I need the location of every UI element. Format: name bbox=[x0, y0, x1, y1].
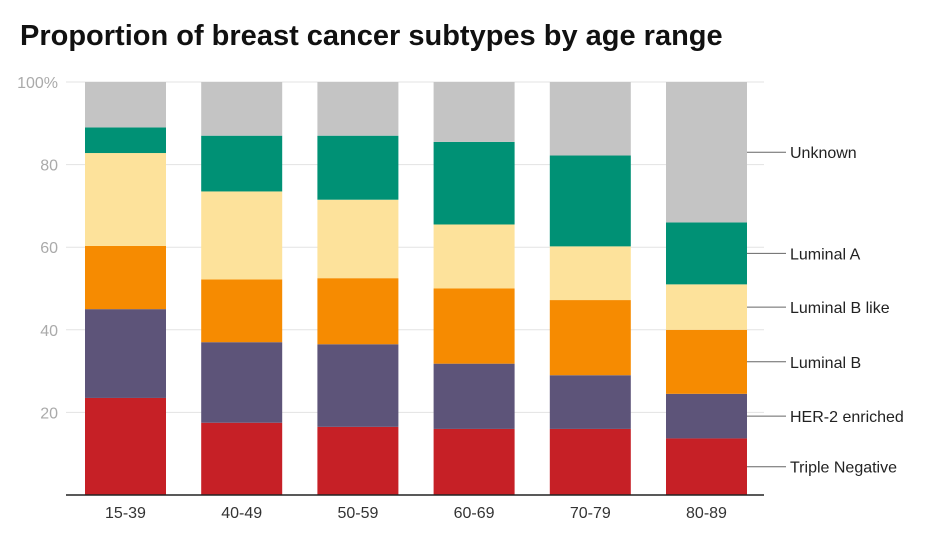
bar-segment-unknown bbox=[85, 82, 166, 128]
bar-segment-triple-negative bbox=[85, 397, 166, 495]
bar-segment-luminal-b-like bbox=[549, 246, 631, 301]
y-tick-label: 80 bbox=[40, 158, 58, 175]
legend: Triple Negative HER-2 enriched Luminal B Lu… bbox=[747, 145, 904, 477]
bar-segment-luminal-b-like bbox=[201, 191, 283, 280]
bar-segment-unknown bbox=[666, 82, 747, 223]
x-tick-label: 40-49 bbox=[221, 505, 262, 522]
bar-segment-luminal-a bbox=[666, 222, 747, 285]
bar-segment-luminal-a bbox=[201, 135, 283, 192]
bar-segment-her-2-enriched bbox=[666, 393, 747, 439]
bar-segment-triple-negative bbox=[201, 422, 283, 495]
bar-segment-luminal-b bbox=[549, 300, 631, 376]
axes: 20 40 60 80 100% 15-39 40-49 50-59 60-69 70-79 80-… bbox=[17, 75, 764, 522]
bar-segments bbox=[85, 82, 747, 495]
bar-segment-luminal-b-like bbox=[317, 199, 399, 279]
bar-segment-luminal-a bbox=[85, 127, 166, 154]
bar-segment-unknown bbox=[433, 82, 515, 142]
bar-segment-her-2-enriched bbox=[317, 344, 399, 427]
gridlines bbox=[66, 81, 764, 413]
y-tick-label: 100% bbox=[17, 75, 58, 92]
bar-segment-triple-negative bbox=[666, 438, 747, 495]
bar-segment-luminal-a bbox=[549, 155, 631, 247]
chart-title: Proportion of breast cancer subtypes by … bbox=[20, 20, 723, 52]
x-tick-label: 15-39 bbox=[105, 505, 146, 522]
bar-segment-her-2-enriched bbox=[201, 342, 283, 423]
y-tick-label: 60 bbox=[40, 240, 58, 257]
bar-segment-triple-negative bbox=[433, 428, 515, 495]
bar-segment-unknown bbox=[201, 82, 283, 136]
bar-segment-luminal-b-like bbox=[85, 153, 166, 246]
bar-segment-unknown bbox=[317, 82, 399, 136]
bar-segment-luminal-b bbox=[201, 279, 283, 343]
legend-label-luminal-b-like: Luminal B like bbox=[790, 300, 890, 317]
y-tick-label: 40 bbox=[40, 323, 58, 340]
x-tick-label: 60-69 bbox=[454, 505, 495, 522]
bar-segment-luminal-b bbox=[317, 278, 399, 345]
bar-segment-luminal-b bbox=[85, 245, 166, 310]
bar-segment-triple-negative bbox=[317, 426, 399, 495]
bar-segment-her-2-enriched bbox=[433, 363, 515, 429]
legend-label-unknown: Unknown bbox=[790, 145, 857, 162]
x-tick-label: 50-59 bbox=[337, 505, 378, 522]
bar-segment-luminal-b bbox=[433, 288, 515, 364]
legend-label-her-2-enriched: HER-2 enriched bbox=[790, 409, 904, 426]
y-tick-label: 20 bbox=[40, 405, 58, 422]
bar-segment-triple-negative bbox=[549, 428, 631, 495]
bar-segment-luminal-a bbox=[317, 135, 399, 200]
legend-label-luminal-a: Luminal A bbox=[790, 246, 861, 263]
x-tick-label: 80-89 bbox=[686, 505, 727, 522]
bar-segment-luminal-b-like bbox=[433, 224, 515, 289]
bar-segment-unknown bbox=[549, 82, 631, 156]
bar-segment-luminal-b-like bbox=[666, 284, 747, 330]
x-tick-label: 70-79 bbox=[570, 505, 611, 522]
bar-segment-her-2-enriched bbox=[549, 375, 631, 429]
bar-segment-luminal-b bbox=[666, 329, 747, 394]
bar-segment-her-2-enriched bbox=[85, 309, 166, 398]
bar-segment-luminal-a bbox=[433, 141, 515, 225]
legend-label-triple-negative: Triple Negative bbox=[790, 460, 897, 477]
legend-label-luminal-b: Luminal B bbox=[790, 355, 861, 372]
